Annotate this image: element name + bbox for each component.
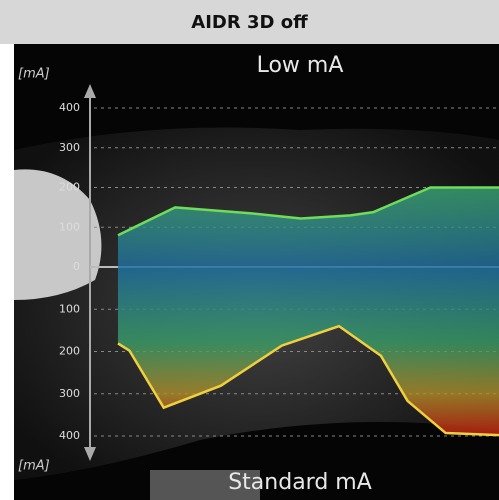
y-tick-label: 400 bbox=[59, 429, 80, 442]
chart: 0 100 200 300 400 Low mA [mA] 100 200 300 400 Stand… bbox=[0, 0, 499, 500]
y-axis-label: [mA] bbox=[18, 459, 50, 474]
panel-title: Standard mA bbox=[228, 470, 372, 495]
y-axis-label: [mA] bbox=[18, 67, 50, 82]
screenshot: AIDR 3D off 0100200300400Low mA[mA]10020… bbox=[0, 0, 499, 500]
y-tick-label: 200 bbox=[59, 181, 80, 194]
y-tick-label: 100 bbox=[59, 220, 80, 233]
y-tick-label: 300 bbox=[59, 387, 80, 400]
y-tick-label: 300 bbox=[59, 141, 80, 154]
y-tick-label: 0 bbox=[73, 260, 80, 273]
y-tick-label: 100 bbox=[59, 302, 80, 315]
panel-title: Low mA bbox=[257, 53, 344, 78]
y-tick-label: 200 bbox=[59, 345, 80, 358]
y-tick-label: 400 bbox=[59, 101, 80, 114]
